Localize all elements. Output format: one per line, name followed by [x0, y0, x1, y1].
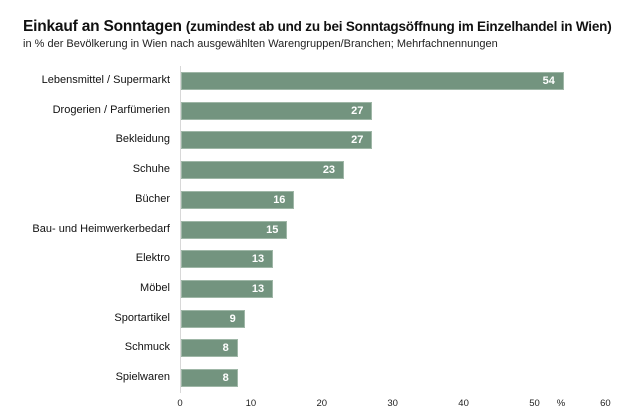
bar-row: Sportartikel 9	[0, 309, 640, 329]
bar-row: Schuhe 23	[0, 161, 640, 180]
bar: 23	[181, 161, 345, 180]
bar: 15	[181, 220, 288, 239]
chart-title-qualifier: (zumindest ab und zu bei Sonntagsöffnung…	[185, 19, 612, 34]
category-label: Möbel	[140, 281, 170, 294]
y-axis-line	[180, 66, 181, 393]
bar-value-label: 13	[251, 253, 265, 266]
category-label: Schuhe	[132, 163, 170, 176]
bar-value-label: 8	[222, 372, 229, 384]
bar: 27	[181, 131, 373, 150]
bar: 54	[181, 72, 564, 90]
bar-value-label: 54	[542, 75, 555, 87]
x-tick-label: 30	[387, 398, 398, 409]
bar-value-label: 9	[229, 312, 236, 325]
x-tick-label: 50	[529, 398, 540, 409]
x-tick-label: 10	[245, 398, 257, 409]
category-label: Elektro	[135, 252, 170, 265]
bar-value-label: 13	[251, 282, 265, 295]
x-tick-label: 0	[177, 398, 183, 409]
chart-subtitle: in % der Bevölkerung in Wien nach ausgew…	[23, 38, 498, 50]
bar-value-label: 27	[351, 104, 364, 117]
bar-value-label: 8	[222, 342, 229, 355]
bar-row: Lebensmittel / Supermarkt 54	[0, 72, 640, 91]
bar: 9	[181, 309, 245, 328]
bar: 8	[181, 339, 238, 358]
category-label: Bekleidung	[115, 133, 170, 146]
category-label: Bücher	[135, 192, 170, 205]
category-label: Spielwaren	[115, 371, 170, 383]
bar: 27	[181, 101, 373, 120]
bar-row: Möbel 13	[0, 279, 640, 299]
x-tick-label: 60	[600, 398, 611, 409]
bar-row: Bücher 16	[0, 190, 640, 210]
bar-row: Drogerien / Parfümerien 27	[0, 101, 640, 121]
chart-title-main: Einkauf an Sonntagen	[23, 18, 182, 35]
bar-value-label: 23	[322, 164, 336, 177]
bar: 16	[181, 190, 295, 209]
chart-title: Einkauf an Sonntagen (zumindest ab und z…	[23, 18, 612, 36]
x-tick-label: 40	[458, 398, 469, 409]
category-label: Schmuck	[124, 341, 170, 354]
bar: 8	[181, 369, 238, 387]
bar-row: Elektro 13	[0, 250, 640, 269]
x-tick-label: 20	[316, 398, 328, 409]
bar-value-label: 15	[266, 223, 279, 236]
bar-row: Bau- und Heimwerkerbedarf 15	[0, 220, 640, 240]
bar: 13	[181, 250, 274, 269]
bar-value-label: 27	[351, 134, 364, 147]
bar-value-label: 16	[273, 193, 286, 206]
category-label: Bau- und Heimwerkerbedarf	[32, 222, 170, 235]
category-label: Lebensmittel / Supermarkt	[41, 74, 170, 86]
bar-row: Spielwaren 8	[0, 369, 640, 388]
x-axis-unit-label: %	[556, 398, 566, 409]
category-label: Drogerien / Parfümerien	[52, 103, 170, 116]
bar: 13	[181, 279, 274, 298]
bar-row: Schmuck 8	[0, 339, 640, 358]
category-label: Sportartikel	[114, 311, 170, 324]
bar-row: Bekleidung 27	[0, 131, 640, 150]
